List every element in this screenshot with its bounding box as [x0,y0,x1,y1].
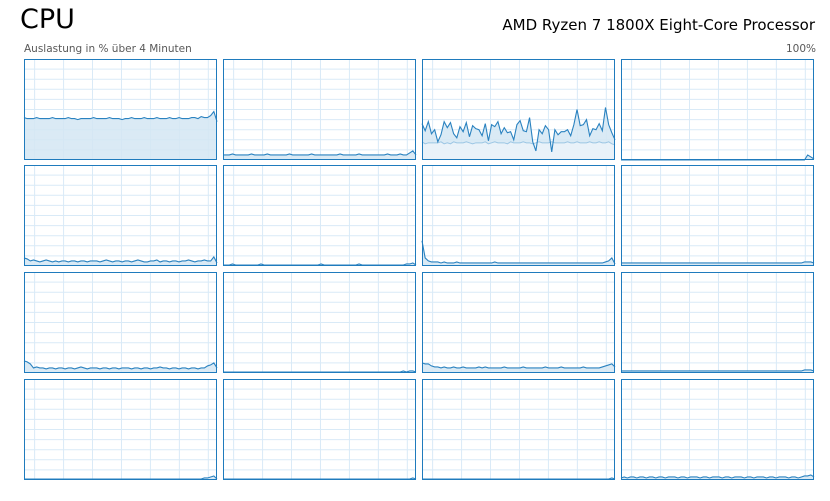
usage-line [621,261,815,264]
core-graph-5[interactable] [223,165,417,266]
usage-line [223,477,417,480]
graph-border [24,379,217,480]
graph-border [422,272,615,373]
graph-border [24,272,217,373]
usage-line [24,475,218,480]
usage-line [421,240,616,265]
graph-max-label: 100% [785,43,816,55]
core-graph-8[interactable] [23,272,218,373]
cpu-model-name: AMD Ryzen 7 1800X Eight-Core Processor [502,16,815,34]
usage-line [620,474,815,479]
core-graph-15[interactable] [620,379,815,480]
graph-border [422,59,615,160]
core-graph-14[interactable] [422,379,616,480]
page-title: CPU [20,4,75,35]
usage-line [421,107,616,152]
core-graph-0[interactable] [23,59,218,160]
core-graph-6[interactable] [421,165,616,266]
core-graph-2[interactable] [421,59,616,160]
usage-line [223,262,417,266]
graph-border [422,165,615,266]
usage-line [23,255,218,264]
core-graph-9[interactable] [223,272,417,373]
usage-line [621,369,815,372]
usage-line [223,150,417,156]
core-graph-1[interactable] [223,59,417,160]
graph-border [621,165,814,266]
core-graph-4[interactable] [23,165,218,266]
graph-border [621,59,814,160]
graph-border [621,379,814,480]
kernel-area [422,141,615,160]
core-graph-7[interactable] [621,165,815,266]
graph-border [223,59,416,160]
graph-border [24,59,217,160]
graph-caption: Auslastung in % über 4 Minuten [24,43,192,55]
core-graph-11[interactable] [621,272,815,373]
usage-line [23,360,218,370]
usage-area [24,360,217,373]
usage-area [24,111,217,160]
graph-border [621,272,814,373]
usage-line [23,110,218,122]
usage-line [421,362,616,369]
core-graph-13[interactable] [223,379,417,480]
core-graph-3[interactable] [621,59,815,161]
usage-line [422,477,616,480]
graph-border [223,272,416,373]
graph-border [223,379,416,480]
usage-line [223,370,417,373]
core-graph-12[interactable] [24,379,218,480]
graph-border [24,165,217,266]
core-graph-10[interactable] [421,272,616,373]
graph-border [422,379,615,480]
graph-border [223,165,416,266]
kernel-line [421,141,616,146]
